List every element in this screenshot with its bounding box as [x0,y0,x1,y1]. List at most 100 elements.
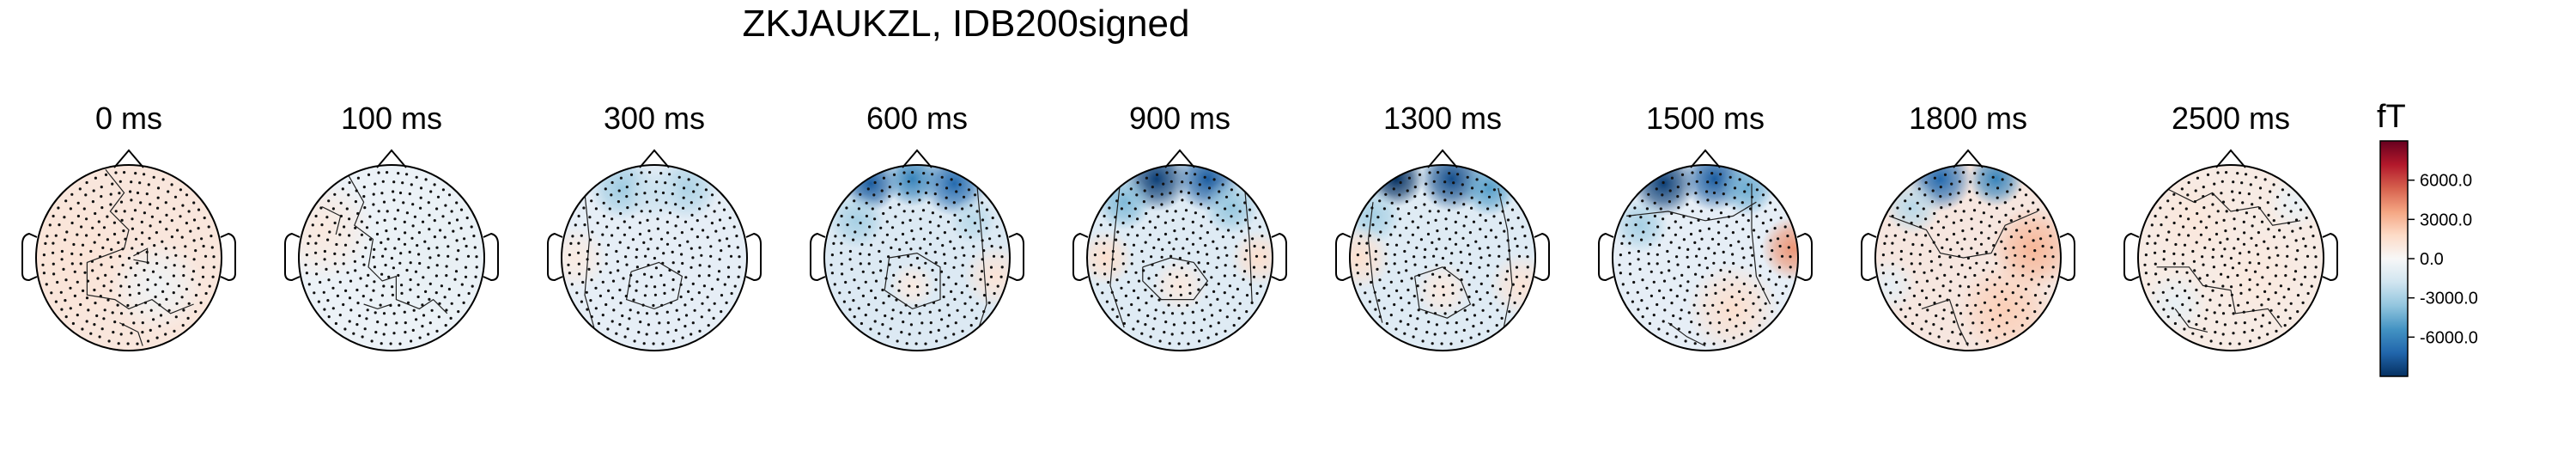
nose-icon [113,149,144,168]
head-outline [561,164,748,351]
topomap: 600 ms [810,101,1024,351]
topomap-contour [133,247,149,264]
topomap-time-label: 2500 ms [2172,101,2290,136]
topomap-blob [1230,229,1273,286]
colorbar-tick-label: -3000.0 [2420,290,2478,308]
sensor-dots [1092,171,1267,345]
topomap-contour [1888,211,2038,259]
topomap-blob [1760,216,1798,282]
topomap-contour [344,169,448,314]
topomap-blob [884,165,940,207]
topomap-contour [2166,187,2301,226]
topomap-contour [976,187,987,333]
topomap-time-label: 300 ms [604,101,705,136]
left-ear-icon [284,232,301,282]
topomap: 1500 ms [1598,101,1813,351]
topomap-blob [1884,179,1941,235]
topomap-blob [626,165,683,221]
nose-icon [1690,149,1721,168]
right-ear-icon [2322,232,2338,282]
right-ear-icon [745,232,762,282]
head-outline [298,164,485,351]
head-outline [1612,164,1799,351]
head-outline [2137,164,2324,351]
topomap: 1300 ms [1335,101,1550,351]
topomap: 0 ms [21,101,236,351]
right-ear-icon [220,232,236,282]
topomap-row: 0 ms 100 ms 300 ms 600 ms 900 ms 1300 ms 1500 … [21,101,2338,351]
topomap: 300 ms [547,101,762,351]
colorbar-tick-label: 6000.0 [2420,172,2472,191]
left-ear-icon [2123,232,2140,282]
head-outline [823,164,1011,351]
topomap-blob [1489,253,1535,319]
topomap-blob [949,197,996,244]
topomap-time-label: 600 ms [866,101,968,136]
head-outline [1874,164,2062,351]
head-outline [35,164,222,351]
topomap-contour [1367,202,1383,323]
topomap-blob [1959,262,2052,351]
right-ear-icon [1796,232,1813,282]
right-ear-icon [1271,232,1287,282]
topomap-blob [1968,165,2024,207]
sensor-dots [304,171,478,345]
nose-icon [1953,149,1984,168]
topomap-contour [1498,187,1513,333]
colorbar-gradient [2379,140,2409,377]
nose-icon [2215,149,2246,168]
topomap-contour [1244,187,1253,305]
colorbar-unit: fT [2377,99,2406,135]
left-ear-icon [1072,232,1089,282]
chart-title: ZKJAUKZL, IDB200signed [743,3,1190,45]
topomap-blob [1613,197,1668,253]
topomap-blob [2212,229,2306,323]
sensor-dots [2143,171,2318,345]
topomap: 100 ms [284,101,499,351]
right-ear-icon [1534,232,1550,282]
nose-icon [376,149,407,168]
colorbar-tick-label: -6000.0 [2420,328,2478,347]
topomap-contour [1414,266,1472,319]
topomap-blob [110,239,204,333]
sensor-dots [829,171,1004,345]
topomap-blob [1350,225,1392,290]
left-ear-icon [21,232,38,282]
head-outline [1349,164,1536,351]
left-ear-icon [810,232,826,282]
topomap-time-label: 0 ms [95,101,162,136]
topomap-contour [1142,257,1209,301]
right-ear-icon [1008,232,1024,282]
topomap-blob [373,192,484,323]
sensor-dots [41,171,216,345]
topomap-contour [363,303,392,310]
topomap-contour [86,169,194,314]
sensor-dots [567,171,741,345]
colorbar-tick-label: 0.0 [2420,250,2444,269]
topomap-contour [1921,298,1969,346]
nose-icon [1427,149,1458,168]
nose-icon [639,149,670,168]
left-ear-icon [1335,232,1352,282]
topomap: 2500 ms [2123,101,2338,351]
topomap-contour [1109,187,1125,328]
head-outline [1086,164,1273,351]
topomap-time-label: 1800 ms [1909,101,2027,136]
left-ear-icon [1861,232,1877,282]
topomap-blob [1087,229,1133,286]
right-ear-icon [483,232,499,282]
topomap-blob [1414,262,1471,319]
topomap-blob [829,192,885,249]
topomap-contour [1668,322,1706,347]
topomap-blob [299,179,374,282]
topomap-contour [1626,201,1757,222]
topomap-blob [963,243,1010,309]
topomap-contour [2156,266,2282,328]
topomap-blob [562,225,609,290]
left-ear-icon [547,232,563,282]
topomap-contour [625,261,683,310]
topomap-time-label: 1500 ms [1646,101,1765,136]
topomap-time-label: 100 ms [341,101,442,136]
left-ear-icon [1598,232,1614,282]
